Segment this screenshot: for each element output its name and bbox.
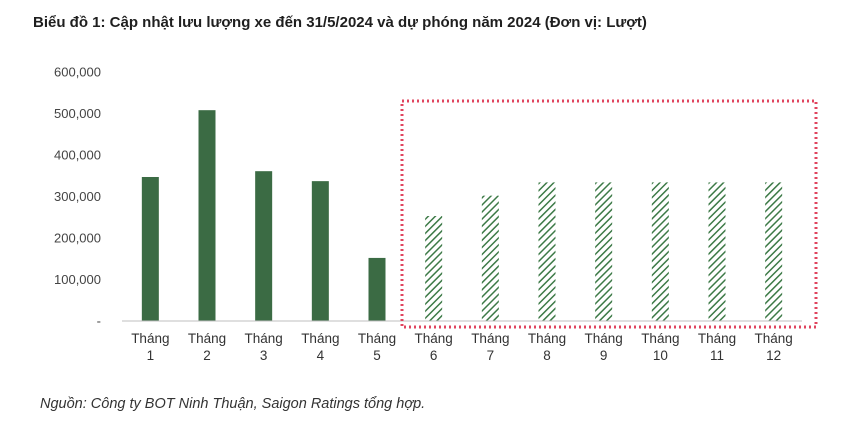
x-tick-label: Tháng <box>641 331 679 346</box>
x-tick-label: Tháng <box>188 331 226 346</box>
x-tick-label: Tháng <box>245 331 283 346</box>
y-tick-label: 300,000 <box>54 189 101 204</box>
x-tick-label: 12 <box>766 348 781 363</box>
y-tick-label: 200,000 <box>54 231 101 246</box>
x-tick-label: Tháng <box>415 331 453 346</box>
y-tick-label: 600,000 <box>54 65 101 80</box>
x-tick-label: 11 <box>710 348 724 363</box>
x-tick-label: Tháng <box>131 331 169 346</box>
x-tick-label: 9 <box>600 348 608 363</box>
forecast-bar <box>595 182 613 321</box>
forecast-bar <box>651 182 669 321</box>
forecast-bar <box>425 216 443 321</box>
x-tick-label: Tháng <box>585 331 623 346</box>
x-tick-label: 5 <box>373 348 381 363</box>
x-tick-label: 10 <box>653 348 668 363</box>
x-tick-label: Tháng <box>698 331 736 346</box>
actual-bar <box>198 110 216 322</box>
y-tick-label: 500,000 <box>54 106 101 121</box>
x-tick-label: Tháng <box>471 331 509 346</box>
y-tick-label: - <box>97 314 101 329</box>
x-tick-label: 6 <box>430 348 438 363</box>
actual-bar <box>141 176 159 321</box>
x-tick-label: Tháng <box>528 331 566 346</box>
x-tick-label: Tháng <box>301 331 339 346</box>
x-tick-label: 2 <box>203 348 211 363</box>
actual-bar <box>311 181 329 321</box>
bars <box>141 110 783 322</box>
actual-bar <box>368 257 386 321</box>
forecast-bar <box>538 182 556 321</box>
x-tick-label: Tháng <box>358 331 396 346</box>
y-tick-label: 400,000 <box>54 148 101 163</box>
chart-title: Biểu đồ 1: Cập nhật lưu lượng xe đến 31/… <box>33 14 647 31</box>
x-tick-label: 7 <box>487 348 495 363</box>
source-note: Nguồn: Công ty BOT Ninh Thuận, Saigon Ra… <box>40 396 426 412</box>
forecast-bar <box>708 182 726 321</box>
y-axis: - 100,000 200,000 300,000 400,000 500,000 600,… <box>54 65 101 329</box>
x-tick-label: 1 <box>147 348 155 363</box>
x-tick-label: 3 <box>260 348 268 363</box>
x-tick-label: Tháng <box>755 331 793 346</box>
y-tick-label: 100,000 <box>54 272 101 287</box>
forecast-highlight-box <box>400 99 818 329</box>
x-tick-label: 8 <box>543 348 551 363</box>
forecast-bar <box>765 182 783 321</box>
actual-bar <box>255 171 273 321</box>
forecast-bar <box>481 195 499 321</box>
x-tick-label: 4 <box>317 348 325 363</box>
bar-chart: - 100,000 200,000 300,000 400,000 500,000 600,… <box>54 65 818 363</box>
x-tick-labels: Tháng 1 Tháng 2 Tháng 3 Tháng 4 Tháng 5 Tháng 6 Thán… <box>131 331 793 363</box>
